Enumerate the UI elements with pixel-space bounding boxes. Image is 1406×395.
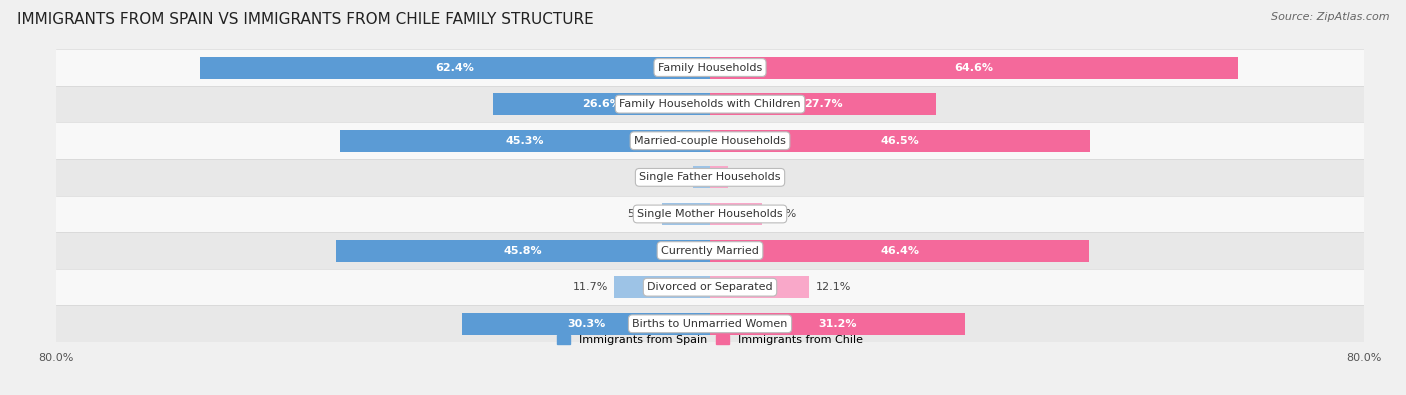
Bar bbox=[662, 203, 710, 225]
Text: 6.3%: 6.3% bbox=[768, 209, 796, 219]
Bar bbox=[710, 203, 762, 225]
Bar bbox=[56, 122, 1364, 159]
Text: 45.8%: 45.8% bbox=[503, 246, 543, 256]
Text: Single Mother Households: Single Mother Households bbox=[637, 209, 783, 219]
Bar bbox=[710, 313, 965, 335]
Bar bbox=[200, 56, 710, 79]
Bar bbox=[492, 93, 710, 115]
Bar bbox=[56, 86, 1364, 122]
Text: Family Households with Children: Family Households with Children bbox=[619, 99, 801, 109]
Text: 2.2%: 2.2% bbox=[734, 172, 763, 182]
Text: 46.4%: 46.4% bbox=[880, 246, 920, 256]
Bar bbox=[710, 130, 1090, 152]
Bar bbox=[710, 93, 936, 115]
Bar bbox=[56, 49, 1364, 86]
Bar bbox=[56, 305, 1364, 342]
Text: 31.2%: 31.2% bbox=[818, 319, 856, 329]
Bar bbox=[710, 56, 1237, 79]
Text: 2.1%: 2.1% bbox=[658, 172, 686, 182]
Bar bbox=[56, 196, 1364, 232]
Text: 64.6%: 64.6% bbox=[955, 62, 994, 73]
Text: 26.6%: 26.6% bbox=[582, 99, 621, 109]
Text: Married-couple Households: Married-couple Households bbox=[634, 136, 786, 146]
Text: Currently Married: Currently Married bbox=[661, 246, 759, 256]
Bar bbox=[710, 166, 728, 188]
Text: Births to Unmarried Women: Births to Unmarried Women bbox=[633, 319, 787, 329]
Text: 62.4%: 62.4% bbox=[436, 62, 474, 73]
Bar bbox=[56, 269, 1364, 305]
Text: 27.7%: 27.7% bbox=[804, 99, 842, 109]
Text: 5.9%: 5.9% bbox=[627, 209, 655, 219]
Bar bbox=[614, 276, 710, 298]
Text: 12.1%: 12.1% bbox=[815, 282, 851, 292]
Bar bbox=[56, 159, 1364, 196]
Bar bbox=[710, 240, 1090, 261]
Text: Family Households: Family Households bbox=[658, 62, 762, 73]
Bar bbox=[336, 240, 710, 261]
Text: Single Father Households: Single Father Households bbox=[640, 172, 780, 182]
Legend: Immigrants from Spain, Immigrants from Chile: Immigrants from Spain, Immigrants from C… bbox=[557, 335, 863, 345]
Text: 30.3%: 30.3% bbox=[567, 319, 606, 329]
Bar bbox=[340, 130, 710, 152]
Text: IMMIGRANTS FROM SPAIN VS IMMIGRANTS FROM CHILE FAMILY STRUCTURE: IMMIGRANTS FROM SPAIN VS IMMIGRANTS FROM… bbox=[17, 12, 593, 27]
Bar bbox=[56, 232, 1364, 269]
Text: 45.3%: 45.3% bbox=[506, 136, 544, 146]
Bar bbox=[710, 276, 808, 298]
Bar bbox=[693, 166, 710, 188]
Text: Source: ZipAtlas.com: Source: ZipAtlas.com bbox=[1271, 12, 1389, 22]
Text: Divorced or Separated: Divorced or Separated bbox=[647, 282, 773, 292]
Text: 11.7%: 11.7% bbox=[572, 282, 607, 292]
Bar bbox=[463, 313, 710, 335]
Text: 46.5%: 46.5% bbox=[880, 136, 920, 146]
